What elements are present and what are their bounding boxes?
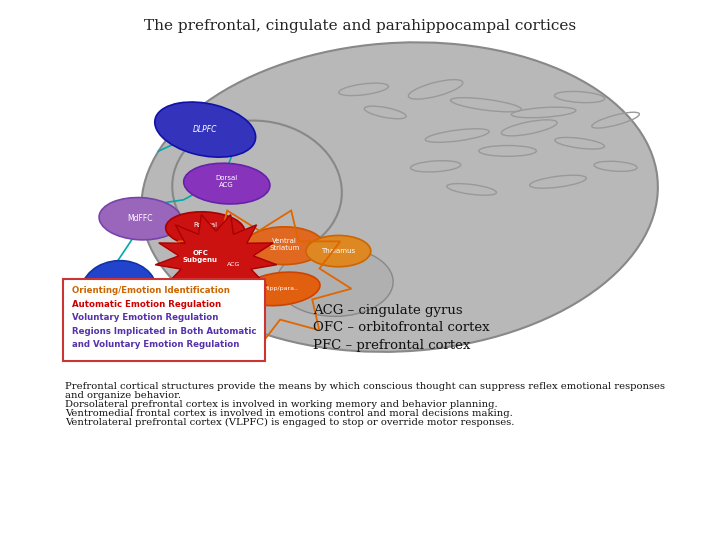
Text: Automatic Emotion Regulation: Automatic Emotion Regulation bbox=[72, 300, 221, 308]
Text: Voluntary Emotion Regulation: Voluntary Emotion Regulation bbox=[72, 313, 218, 322]
Text: Prefrontal cortical structures provide the means by which conscious thought can : Prefrontal cortical structures provide t… bbox=[65, 382, 665, 390]
Text: ACG – cingulate gyrus: ACG – cingulate gyrus bbox=[313, 304, 463, 317]
Text: and Voluntary Emotion Regulation: and Voluntary Emotion Regulation bbox=[72, 340, 239, 349]
Polygon shape bbox=[156, 214, 276, 305]
Text: DLPFC: DLPFC bbox=[193, 125, 217, 134]
Ellipse shape bbox=[171, 287, 239, 318]
Text: Dorsal
ACG: Dorsal ACG bbox=[216, 176, 238, 188]
Text: Dorsolateral prefrontal cortex is involved in working memory and behavior planni: Dorsolateral prefrontal cortex is involv… bbox=[65, 400, 498, 409]
Text: The prefrontal, cingulate and parahippocampal cortices: The prefrontal, cingulate and parahippoc… bbox=[144, 19, 576, 33]
Text: Orienting/Emotion Identification: Orienting/Emotion Identification bbox=[72, 286, 230, 295]
Ellipse shape bbox=[242, 272, 320, 306]
Text: OFC
Subgenu: OFC Subgenu bbox=[183, 250, 217, 263]
Ellipse shape bbox=[276, 247, 393, 316]
Text: PFC – prefrontal cortex: PFC – prefrontal cortex bbox=[313, 339, 471, 352]
Text: VLPFC: VLPFC bbox=[107, 287, 131, 296]
Ellipse shape bbox=[445, 163, 588, 278]
Text: Hipp/para..: Hipp/para.. bbox=[264, 286, 298, 292]
Ellipse shape bbox=[99, 198, 181, 240]
Ellipse shape bbox=[184, 163, 270, 204]
Ellipse shape bbox=[245, 227, 324, 265]
Text: MdFFC: MdFFC bbox=[127, 214, 153, 223]
FancyBboxPatch shape bbox=[63, 279, 265, 361]
Ellipse shape bbox=[155, 102, 256, 157]
Text: Regions Implicated in Both Automatic: Regions Implicated in Both Automatic bbox=[72, 327, 256, 335]
Text: Ventrolateral prefrontal cortex (VLPFC) is engaged to stop or override motor res: Ventrolateral prefrontal cortex (VLPFC) … bbox=[65, 418, 514, 427]
Text: OFC – orbitofrontal cortex: OFC – orbitofrontal cortex bbox=[313, 321, 490, 334]
Text: Amygdala: Amygdala bbox=[188, 299, 222, 306]
Ellipse shape bbox=[306, 235, 371, 267]
Ellipse shape bbox=[141, 42, 658, 352]
Ellipse shape bbox=[166, 212, 245, 247]
Text: and organize behavior.: and organize behavior. bbox=[65, 391, 181, 400]
Text: ACG: ACG bbox=[228, 262, 240, 267]
Ellipse shape bbox=[81, 261, 157, 322]
Text: Rostral
ACG: Rostral ACG bbox=[193, 222, 217, 235]
Ellipse shape bbox=[172, 120, 342, 258]
Text: Ventromedial frontal cortex is involved in emotions control and moral decisions : Ventromedial frontal cortex is involved … bbox=[65, 409, 513, 418]
Text: Thalamus: Thalamus bbox=[321, 248, 356, 254]
Text: Ventral
Striatum: Ventral Striatum bbox=[269, 238, 300, 251]
